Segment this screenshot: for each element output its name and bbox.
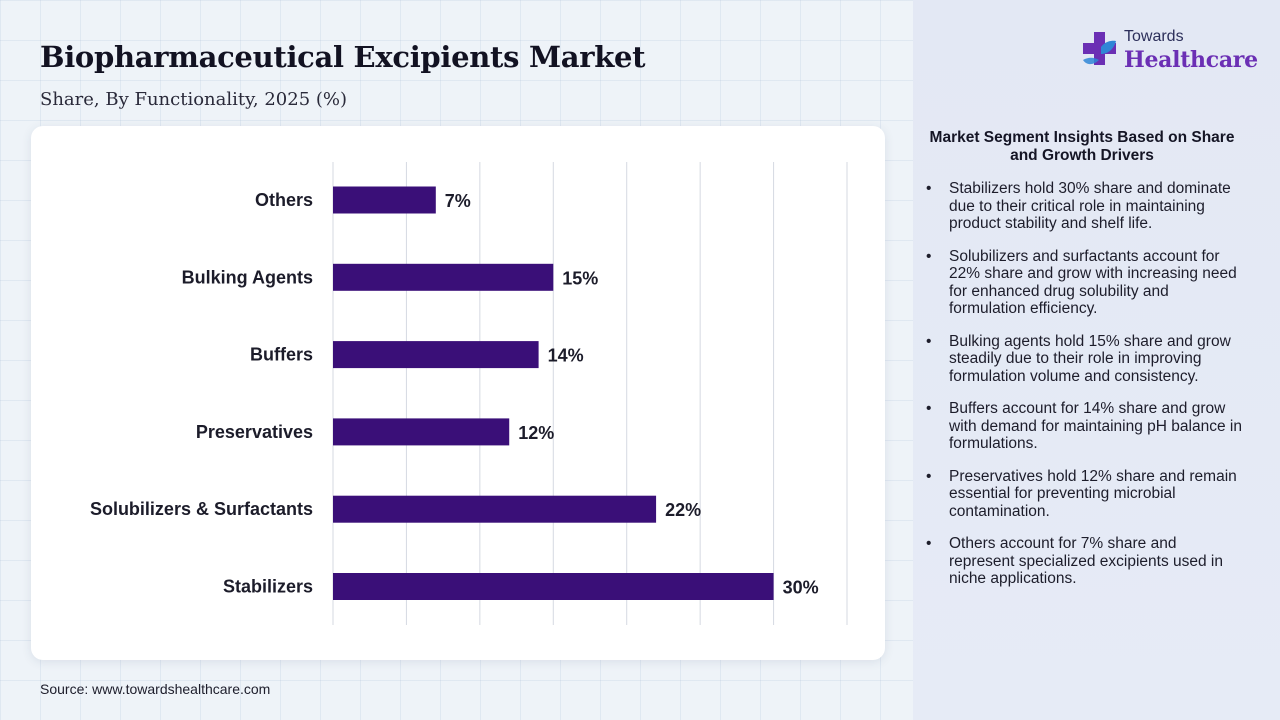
- chart-title: Biopharmaceutical Excipients Market: [40, 40, 646, 74]
- data-label: 12%: [518, 423, 554, 443]
- insight-item: • Bulking agents hold 15% share and grow …: [926, 333, 1242, 386]
- category-label: Stabilizers: [223, 577, 313, 597]
- bullet-icon: •: [926, 332, 932, 350]
- logo-main-text: Healthcare: [1124, 47, 1258, 73]
- insight-text: Bulking agents hold 15% share and grow s…: [949, 332, 1231, 385]
- bullet-icon: •: [926, 180, 932, 197]
- category-label: Others: [255, 190, 313, 210]
- chart-card: Others 7% Bulking Agents 15% Buffers 14% Prese…: [31, 126, 885, 660]
- insight-item: • Stabilizers hold 30% share and dominate…: [926, 180, 1242, 233]
- bar: [333, 573, 774, 600]
- insights-list: • Stabilizers hold 30% share and dominate…: [926, 180, 1242, 603]
- bullet-icon: •: [926, 247, 932, 265]
- insight-text: Buffers account for 14% share and grow w…: [949, 400, 1242, 452]
- data-label: 30%: [783, 578, 819, 598]
- category-label: Solubilizers & Surfactants: [90, 499, 313, 519]
- insight-item: • Buffers account for 14% share and grow …: [926, 400, 1242, 453]
- data-label: 14%: [548, 346, 584, 366]
- insight-item: • Others account for 7% share and represe…: [926, 535, 1242, 588]
- bar-chart: Others 7% Bulking Agents 15% Buffers 14% Prese…: [90, 162, 848, 625]
- insights-title: Market Segment Insights Based on Share a…: [929, 129, 1235, 164]
- bullet-icon: •: [926, 535, 932, 552]
- data-label: 22%: [665, 500, 701, 520]
- insight-text: Others account for 7% share and represen…: [949, 535, 1223, 587]
- bullet-icon: •: [926, 400, 932, 417]
- insight-text: Stabilizers hold 30% share and dominate …: [949, 180, 1231, 232]
- bar: [333, 495, 657, 523]
- insight-text: Preservatives hold 12% share and remain …: [949, 467, 1237, 520]
- logo-top-text: Towards: [1124, 28, 1184, 45]
- data-label: 15%: [562, 268, 598, 288]
- insight-item: • Preservatives hold 12% share and remain…: [926, 468, 1242, 521]
- insight-item: • Solubilizers and surfactants account fo…: [926, 248, 1242, 318]
- source-note: Source: www.towardshealthcare.com: [40, 681, 271, 697]
- insight-text: Solubilizers and surfactants account for…: [949, 247, 1237, 318]
- bullet-icon: •: [926, 467, 932, 485]
- category-label: Buffers: [250, 345, 313, 365]
- data-label: 7%: [445, 191, 471, 211]
- brand-logo: Towards Healthcare: [1080, 28, 1270, 78]
- category-label: Preservatives: [196, 422, 313, 442]
- bar: [333, 418, 510, 446]
- bar: [333, 263, 554, 291]
- chart-subtitle: Share, By Functionality, 2025 (%): [40, 89, 348, 110]
- bar: [333, 186, 436, 214]
- cross-logo-icon: [1083, 32, 1116, 65]
- insights-panel: [913, 0, 1280, 720]
- bar: [333, 341, 539, 369]
- category-label: Bulking Agents: [182, 267, 313, 287]
